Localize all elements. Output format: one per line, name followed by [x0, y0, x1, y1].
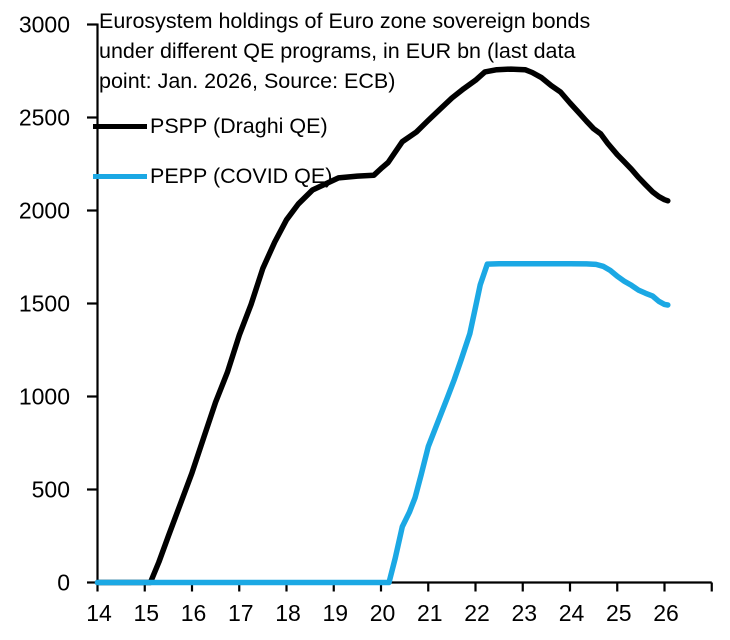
x-tick-label: 22	[464, 600, 490, 626]
chart-title-line-2: under different QE programs, in EUR bn (…	[99, 39, 576, 63]
y-tick-label: 1000	[19, 384, 70, 410]
pspp-line	[94, 66, 671, 586]
x-tick-label: 19	[322, 600, 348, 626]
pspp-legend-label: PSPP (Draghi QE)	[150, 113, 328, 138]
x-tick-label: 24	[559, 600, 585, 626]
x-tick-label: 16	[181, 600, 207, 626]
y-tick-label: 500	[32, 477, 70, 503]
x-tick-label: 21	[417, 600, 443, 626]
y-tick-label: 1500	[19, 291, 70, 317]
x-tick-label: 14	[86, 600, 112, 626]
legend-item-pspp: PSPP (Draghi QE)	[93, 111, 328, 141]
y-tick-label: 2500	[19, 105, 70, 131]
chart-title-line-3: point: Jan. 2026, Source: ECB)	[99, 69, 396, 93]
x-tick-label: 17	[228, 600, 254, 626]
pepp-line	[94, 260, 671, 586]
legend-item-pepp: PEPP (COVID QE)	[93, 161, 332, 191]
x-tick-label: 15	[133, 600, 159, 626]
x-tick-label: 26	[653, 600, 679, 626]
x-tick-label: 25	[606, 600, 632, 626]
y-tick-label: 2000	[19, 198, 70, 224]
y-tick-label: 0	[57, 570, 70, 596]
x-tick-label: 20	[370, 600, 396, 626]
pspp-legend-line	[93, 123, 147, 129]
y-tick-label: 3000	[19, 12, 70, 38]
chart-title-line-1: Eurosystem holdings of Euro zone soverei…	[99, 9, 591, 33]
pepp-legend-label: PEPP (COVID QE)	[150, 163, 333, 188]
x-tick-label: 18	[275, 600, 301, 626]
pepp-legend-line	[93, 173, 147, 179]
x-tick-label: 23	[511, 600, 537, 626]
